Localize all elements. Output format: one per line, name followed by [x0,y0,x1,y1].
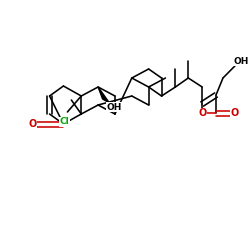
Text: OH: OH [233,56,248,66]
Text: OH: OH [106,102,122,112]
Polygon shape [98,87,110,103]
Text: O: O [28,119,37,129]
Text: O: O [231,108,239,118]
Text: O: O [198,108,206,118]
Text: Cl: Cl [60,118,69,126]
